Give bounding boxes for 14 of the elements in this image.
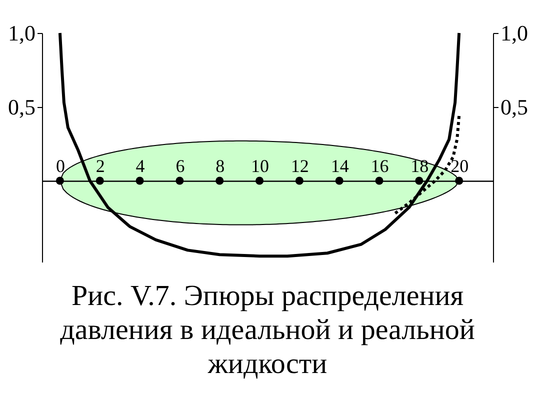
x-tick-label: 0 [56,156,65,176]
text: Рис. V.7. Эпюры распределения давления в идеальной и реальной жидкости [60,280,475,380]
y2-tick-label: 1,0 [500,20,528,46]
x-tick-label: 6 [176,156,185,176]
x-tick-label: 16 [370,156,389,176]
x-tick-label: 18 [410,156,429,176]
x-tick-label: 20 [450,156,469,176]
x-tick-label: 10 [251,156,270,176]
x-tick-label: 14 [330,156,349,176]
x-tick-label: 8 [216,156,225,176]
y2-tick-label: 0,5 [500,94,528,120]
x-tick-label: 12 [290,156,309,176]
x-tick-label: 2 [96,156,105,176]
x-tick-label: 4 [136,156,145,176]
